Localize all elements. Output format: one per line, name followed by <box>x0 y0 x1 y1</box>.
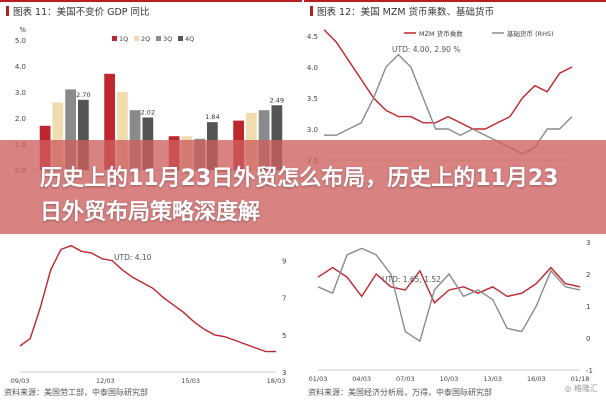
watermark: ◎ 格隆汇 <box>564 384 598 393</box>
x-tick-label: 13/03 <box>483 375 502 383</box>
y-tick-label: 4.0 <box>15 63 26 71</box>
legend-label: 基础货币 (RHS) <box>507 29 554 38</box>
y-tick-label: 3.0 <box>15 89 26 97</box>
y-tick-label: -1 <box>586 367 593 375</box>
x-tick-label: 04/03 <box>352 375 371 383</box>
bar <box>271 105 283 170</box>
chart-source: 资料来源：美国经济分析局，万得，中泰国际研究部 <box>308 388 492 397</box>
legend-label: 3Q <box>163 35 172 43</box>
bar <box>77 99 89 170</box>
y-tick-label: 5 <box>282 332 286 340</box>
pce-line-chart: -1 0 1 2 3 01/03 04/03 07/03 10/03 13/03 16/03 01/1… <box>309 239 593 383</box>
legend-label: 4Q <box>185 35 194 43</box>
x-tick-label: 09/03 <box>11 377 30 385</box>
series-line <box>19 244 276 353</box>
data-label: 2.02 <box>141 108 155 116</box>
y-tick-label: 9 <box>282 258 286 266</box>
unemployment-line-chart: 3 5 7 9 09/03 12/03 15/03 18/03 UTD: 4.10 <box>11 244 286 385</box>
series-line <box>317 266 581 304</box>
headline-banner <box>0 140 606 234</box>
y-tick-label: 5.0 <box>15 37 26 45</box>
chart-title: 图表 12：美国 MZM 货币乘数、基础货币 <box>308 4 494 22</box>
legend-label: 2Q <box>141 35 150 43</box>
legend-swatch <box>112 36 117 41</box>
bar <box>65 89 76 170</box>
legend-label: 1Q <box>119 35 128 43</box>
y-tick-label: 1 <box>586 303 590 311</box>
y-tick-label: 7 <box>282 295 286 303</box>
panel-top-rule <box>304 0 606 2</box>
article-headline[interactable]: 历史上的11月23日外贸怎么布局，历史上的11月23日外贸布局策略深度解 <box>40 166 559 225</box>
legend-swatch <box>134 36 139 41</box>
data-label: 2.49 <box>270 96 284 104</box>
x-tick-label: 12/03 <box>96 377 115 385</box>
chart-annotation: UTD: 1.65, 1.52 <box>382 275 441 284</box>
y-tick-label: 3 <box>586 239 590 247</box>
y-tick-label: 4.0 <box>307 64 318 72</box>
legend-label: MZM 货币乘数 <box>419 29 463 38</box>
series-line <box>324 53 573 155</box>
data-label: 1.84 <box>205 113 219 121</box>
chart-annotation: UTD: 4.00, 2.90 % <box>392 45 460 54</box>
legend-swatch <box>178 36 183 41</box>
series-line <box>317 247 581 343</box>
chart-title: 图表 11：美国不变价 GDP 同比 <box>4 4 150 22</box>
y-axis-unit: % <box>19 26 26 34</box>
y-tick-label: 2.0 <box>15 115 26 123</box>
chart-annotation: UTD: 4.10 <box>114 253 152 262</box>
y-tick-label: 3.0 <box>307 126 318 134</box>
panel-top-rule <box>0 0 302 2</box>
y-tick-label: 0 <box>586 335 590 343</box>
y-tick-label: 3.5 <box>307 95 318 103</box>
y-tick-label: 4.5 <box>307 33 318 41</box>
data-label: 2.70 <box>76 91 90 99</box>
x-tick-label: 15/03 <box>181 377 200 385</box>
bar <box>116 92 128 170</box>
bar <box>104 73 115 170</box>
x-tick-label: 18/03 <box>267 377 286 385</box>
y-tick-label: 3 <box>282 369 286 377</box>
bar <box>52 102 64 170</box>
series-line <box>323 29 573 130</box>
x-tick-label: 16/03 <box>527 375 546 383</box>
x-tick-label: 01/03 <box>309 375 328 383</box>
chart-source: 资料来源：美国劳工部，中泰国际研究部 <box>4 388 148 397</box>
x-tick-label: 01/18 <box>571 375 590 383</box>
y-tick-label: 2 <box>586 271 590 279</box>
x-tick-label: 07/03 <box>396 375 415 383</box>
x-tick-label: 10/03 <box>440 375 459 383</box>
legend-swatch <box>156 36 161 41</box>
